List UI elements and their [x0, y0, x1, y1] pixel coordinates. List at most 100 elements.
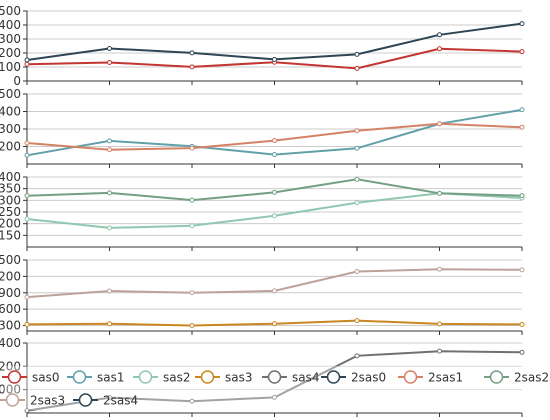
data-point	[189, 145, 195, 151]
data-point	[519, 321, 525, 327]
y-tick-label: 200	[0, 217, 21, 231]
legend-marker-icon	[78, 393, 93, 407]
y-tick-label: 400	[0, 105, 21, 119]
data-point	[437, 121, 442, 127]
series-sas0	[24, 46, 525, 71]
legend-marker-icon	[200, 370, 215, 384]
data-point	[354, 51, 360, 57]
data-point	[437, 348, 442, 354]
data-point	[519, 107, 525, 113]
data-point	[272, 288, 277, 294]
data-point	[354, 145, 360, 151]
data-point	[107, 190, 112, 196]
legend-marker-icon	[403, 370, 418, 384]
legend: sas0 sas1 sas2 sas3 sas4 2sas0 2sas1 2sas2 2sas3…	[0, 366, 550, 410]
data-point	[24, 193, 30, 199]
data-point	[24, 408, 30, 414]
series-line-2sas0	[26, 22, 523, 61]
y-tick-label: 300	[0, 122, 21, 136]
data-point	[24, 216, 30, 222]
y-tick-label: 400	[0, 18, 21, 32]
data-point	[272, 394, 277, 400]
data-point	[354, 318, 360, 324]
data-point	[107, 138, 112, 144]
legend-label: sas1	[97, 371, 125, 385]
legend-item-sas0[interactable]: sas0	[2, 370, 60, 385]
legend-item-2sas3[interactable]: 2sas3	[0, 393, 65, 408]
data-point	[189, 290, 195, 296]
data-point	[519, 124, 525, 130]
y-tick-label: 300	[0, 32, 21, 46]
y-tick-label: 0	[13, 74, 21, 88]
y-tick-label: 300	[0, 193, 21, 207]
series-sas4	[24, 266, 525, 300]
y-tick-label: 200	[0, 46, 21, 60]
data-point	[189, 398, 195, 404]
y-tick-label: 500	[0, 87, 21, 101]
y-tick-label: 100	[0, 60, 21, 74]
series-2sas4	[24, 348, 525, 414]
data-point	[272, 152, 277, 158]
y-tick-label: 200	[0, 140, 21, 154]
data-point	[24, 152, 30, 158]
y-tick-label: 300	[0, 319, 21, 333]
data-point	[437, 321, 442, 327]
legend-item-sas4[interactable]: sas4	[262, 370, 320, 385]
legend-label: 2sas2	[514, 371, 549, 385]
y-tick-label: 350	[0, 182, 21, 196]
y-tick-label: 250	[0, 205, 21, 219]
data-point	[107, 46, 112, 52]
data-point	[272, 138, 277, 144]
legend-label: 2sas3	[30, 394, 65, 408]
data-point	[189, 223, 195, 229]
legend-item-2sas0[interactable]: 2sas0	[321, 370, 386, 385]
data-point	[272, 213, 277, 219]
y-tick-label: 900	[0, 286, 21, 300]
data-point	[107, 321, 112, 327]
y-tick-label: 500	[0, 4, 21, 18]
series-line-2sas1	[26, 122, 523, 151]
data-point	[354, 128, 360, 134]
legend-item-sas3[interactable]: sas3	[195, 370, 253, 385]
legend-marker-icon	[138, 370, 153, 384]
data-point	[107, 225, 112, 231]
data-point	[189, 64, 195, 70]
y-tick-label: 1400	[0, 336, 21, 350]
data-point	[272, 56, 277, 62]
data-point	[519, 21, 525, 27]
legend-item-2sas4[interactable]: 2sas4	[73, 393, 138, 408]
legend-marker-icon	[7, 370, 22, 384]
data-point	[272, 189, 277, 195]
legend-label: 2sas1	[428, 371, 463, 385]
legend-marker-icon	[5, 393, 20, 407]
legend-item-sas2[interactable]: sas2	[133, 370, 191, 385]
data-point	[519, 349, 525, 355]
data-point	[24, 321, 30, 327]
grid-layer	[23, 10, 523, 417]
data-point	[189, 50, 195, 56]
data-point	[189, 322, 195, 328]
data-point	[24, 140, 30, 146]
data-point	[354, 200, 360, 206]
legend-item-2sas2[interactable]: 2sas2	[484, 370, 549, 385]
legend-item-sas1[interactable]: sas1	[67, 370, 125, 385]
legend-label: 2sas4	[103, 394, 138, 408]
series-layer	[24, 21, 525, 414]
data-point	[437, 46, 442, 52]
data-point	[354, 268, 360, 274]
data-point	[437, 32, 442, 38]
data-point	[437, 190, 442, 196]
legend-label: sas4	[292, 371, 320, 385]
data-point	[107, 147, 112, 153]
data-point	[354, 176, 360, 182]
y-tick-label: 1000	[0, 383, 21, 397]
data-point	[272, 321, 277, 327]
data-point	[354, 353, 360, 359]
data-point	[107, 395, 112, 401]
legend-item-2sas1[interactable]: 2sas1	[398, 370, 463, 385]
data-point	[519, 49, 525, 55]
y-tick-label: 600	[0, 302, 21, 316]
data-point	[519, 193, 525, 199]
legend-marker-icon	[326, 370, 341, 384]
